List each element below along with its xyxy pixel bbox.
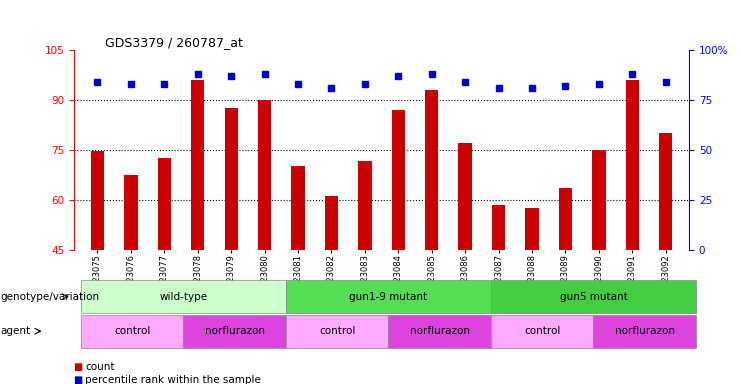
Bar <box>358 161 371 250</box>
Text: gun5 mutant: gun5 mutant <box>559 291 628 302</box>
Bar <box>225 108 238 250</box>
Text: gun1-9 mutant: gun1-9 mutant <box>350 291 428 302</box>
Text: count: count <box>85 362 115 372</box>
Bar <box>325 196 338 250</box>
Text: genotype/variation: genotype/variation <box>1 291 100 302</box>
Text: control: control <box>114 326 150 336</box>
Text: control: control <box>319 326 356 336</box>
Bar <box>158 158 171 250</box>
Text: ■: ■ <box>73 375 82 384</box>
Bar <box>525 208 539 250</box>
Bar <box>459 143 472 250</box>
Bar <box>592 150 605 250</box>
Bar <box>124 175 138 250</box>
Bar <box>659 133 672 250</box>
Text: agent: agent <box>1 326 31 336</box>
Bar <box>625 80 639 250</box>
Text: GDS3379 / 260787_at: GDS3379 / 260787_at <box>105 36 243 49</box>
Text: norflurazon: norflurazon <box>615 326 675 336</box>
Text: wild-type: wild-type <box>159 291 207 302</box>
Bar <box>492 205 505 250</box>
Bar <box>291 166 305 250</box>
Text: percentile rank within the sample: percentile rank within the sample <box>85 375 261 384</box>
Text: ■: ■ <box>73 362 82 372</box>
Bar <box>191 80 205 250</box>
Bar <box>425 90 439 250</box>
Bar <box>559 188 572 250</box>
Text: norflurazon: norflurazon <box>205 326 265 336</box>
Bar <box>258 100 271 250</box>
Bar <box>91 151 104 250</box>
Text: norflurazon: norflurazon <box>410 326 470 336</box>
Text: control: control <box>524 326 560 336</box>
Bar <box>392 110 405 250</box>
